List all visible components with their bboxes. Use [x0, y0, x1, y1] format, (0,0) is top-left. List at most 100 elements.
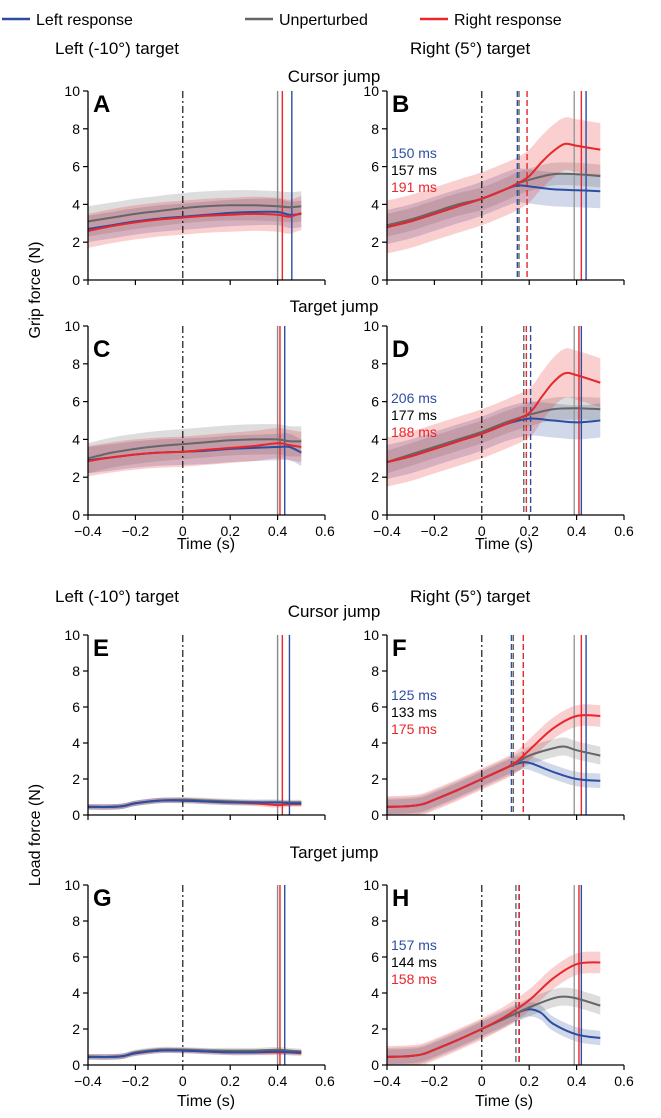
- x-tick-label-H-1: −0.2: [421, 1073, 449, 1089]
- x-tick-label-G-0: −0.4: [74, 1073, 102, 1089]
- x-tick-label-H-5: 0.6: [614, 1073, 634, 1089]
- y-tick-label-E-1: 2: [72, 771, 80, 787]
- x-tick-label-C-2: 0: [179, 523, 187, 539]
- panel-E: 0 2 4 6 8 10: [64, 627, 326, 823]
- band-D-1: [387, 396, 601, 474]
- band-E-1: [88, 797, 302, 810]
- x-tick-label-C-1: −0.2: [122, 523, 150, 539]
- y-tick-label-B-2: 4: [371, 196, 379, 212]
- y-tick-label-G-4: 8: [72, 913, 80, 929]
- panel-A: 0 2 4 6 8 10: [64, 83, 326, 288]
- y-tick-label-E-2: 4: [72, 735, 80, 751]
- y-tick-label-A-1: 2: [72, 234, 80, 250]
- y-tick-label-F-5: 10: [363, 627, 379, 643]
- y-tick-label-G-2: 4: [72, 985, 80, 1001]
- y-tick-label-D-0: 0: [371, 507, 379, 523]
- x-tick-label-H-4: 0.4: [567, 1073, 587, 1089]
- band-D-2: [387, 348, 601, 487]
- latency-label-B-1: 157 ms: [391, 162, 437, 178]
- row-title-grip-target: Target jump: [290, 297, 379, 316]
- y-tick-label-H-2: 4: [371, 985, 379, 1001]
- y-tick-label-E-5: 10: [64, 627, 80, 643]
- latency-label-B-0: 150 ms: [391, 145, 437, 161]
- series-line-C-2: [87, 442, 302, 463]
- y-tick-label-G-3: 6: [72, 949, 80, 965]
- panel-letter-G: G: [93, 885, 112, 912]
- latency-label-B-2: 191 ms: [391, 179, 437, 195]
- latency-label-D-0: 206 ms: [391, 390, 437, 406]
- y-tick-label-E-0: 0: [72, 807, 80, 823]
- col-title-top-right: Right (5°) target: [410, 39, 530, 58]
- x-tick-label-D-4: 0.4: [567, 523, 587, 539]
- y-tick-label-C-2: 4: [72, 431, 80, 447]
- latency-label-H-2: 158 ms: [391, 971, 437, 987]
- x-axis-label-C: Time (s): [177, 536, 235, 553]
- band-A-2: [88, 195, 302, 248]
- y-axis-label-grip: Grip force (N): [27, 242, 44, 339]
- series-line-E-2: [87, 799, 302, 808]
- row-title-load-target: Target jump: [290, 843, 379, 862]
- y-tick-label-F-1: 2: [371, 771, 379, 787]
- y-tick-label-E-3: 6: [72, 699, 80, 715]
- latency-label-H-0: 157 ms: [391, 937, 437, 953]
- band-F-1: [387, 737, 601, 816]
- panel-letter-H: H: [392, 885, 409, 912]
- series-line-A-1: [87, 204, 302, 223]
- y-tick-label-H-1: 2: [371, 1021, 379, 1037]
- y-axis-label-load: Load force (N): [27, 784, 44, 886]
- y-tick-label-E-4: 8: [72, 663, 80, 679]
- y-tick-label-B-5: 10: [363, 83, 379, 99]
- latency-label-D-1: 177 ms: [391, 407, 437, 423]
- y-tick-label-H-3: 6: [371, 949, 379, 965]
- col-title-top-left: Left (-10°) target: [55, 39, 179, 58]
- panel-letter-B: B: [392, 91, 409, 118]
- band-B-2: [387, 117, 601, 254]
- x-tick-label-G-1: −0.2: [122, 1073, 150, 1089]
- y-tick-label-C-4: 8: [72, 356, 80, 372]
- x-tick-label-H-0: −0.4: [373, 1073, 401, 1089]
- band-B-1: [387, 162, 601, 237]
- band-A-1: [88, 190, 302, 237]
- y-tick-label-H-0: 0: [371, 1057, 379, 1073]
- series-line-A-2: [87, 211, 302, 232]
- panel-letter-C: C: [93, 336, 110, 363]
- row-title-grip-cursor: Cursor jump: [288, 67, 381, 86]
- legend-label-right: Right response: [454, 12, 562, 29]
- series-line-D-1: [386, 407, 601, 464]
- y-tick-label-D-5: 10: [363, 318, 379, 334]
- band-E-2: [88, 797, 302, 810]
- band-E-0: [88, 797, 302, 810]
- x-tick-label-D-5: 0.6: [614, 523, 634, 539]
- latency-label-F-2: 175 ms: [391, 721, 437, 737]
- series-line-H-2: [386, 961, 601, 1058]
- panel-letter-D: D: [392, 336, 409, 363]
- y-tick-label-H-5: 10: [363, 877, 379, 893]
- series-line-B-2: [386, 142, 601, 229]
- series-line-D-2: [386, 371, 601, 464]
- x-tick-label-H-2: 0: [478, 1073, 486, 1089]
- x-tick-label-C-3: 0.2: [220, 523, 240, 539]
- x-tick-label-C-5: 0.6: [315, 523, 335, 539]
- y-tick-label-H-4: 8: [371, 913, 379, 929]
- x-tick-label-D-3: 0.2: [519, 523, 539, 539]
- panel-letter-F: F: [392, 635, 407, 662]
- latency-label-F-0: 125 ms: [391, 687, 437, 703]
- y-tick-label-G-1: 2: [72, 1021, 80, 1037]
- panel-G: 0 2 4 6 8 10 −0.4 −0.2 0 0.2 0.4 0.6: [64, 877, 335, 1089]
- y-tick-label-D-3: 6: [371, 394, 379, 410]
- legend-label-unperturbed: Unperturbed: [279, 12, 368, 29]
- latency-label-F-1: 133 ms: [391, 704, 437, 720]
- y-tick-label-C-3: 6: [72, 394, 80, 410]
- series-line-C-1: [87, 438, 302, 460]
- x-tick-label-G-3: 0.2: [220, 1073, 240, 1089]
- legend-label-left: Left response: [36, 12, 133, 29]
- panel-letter-E: E: [93, 635, 109, 662]
- y-tick-label-F-3: 6: [371, 699, 379, 715]
- col-title-mid-right: Right (5°) target: [410, 587, 530, 606]
- x-tick-label-H-3: 0.2: [519, 1073, 539, 1089]
- x-axis-label-G: Time (s): [177, 1093, 235, 1110]
